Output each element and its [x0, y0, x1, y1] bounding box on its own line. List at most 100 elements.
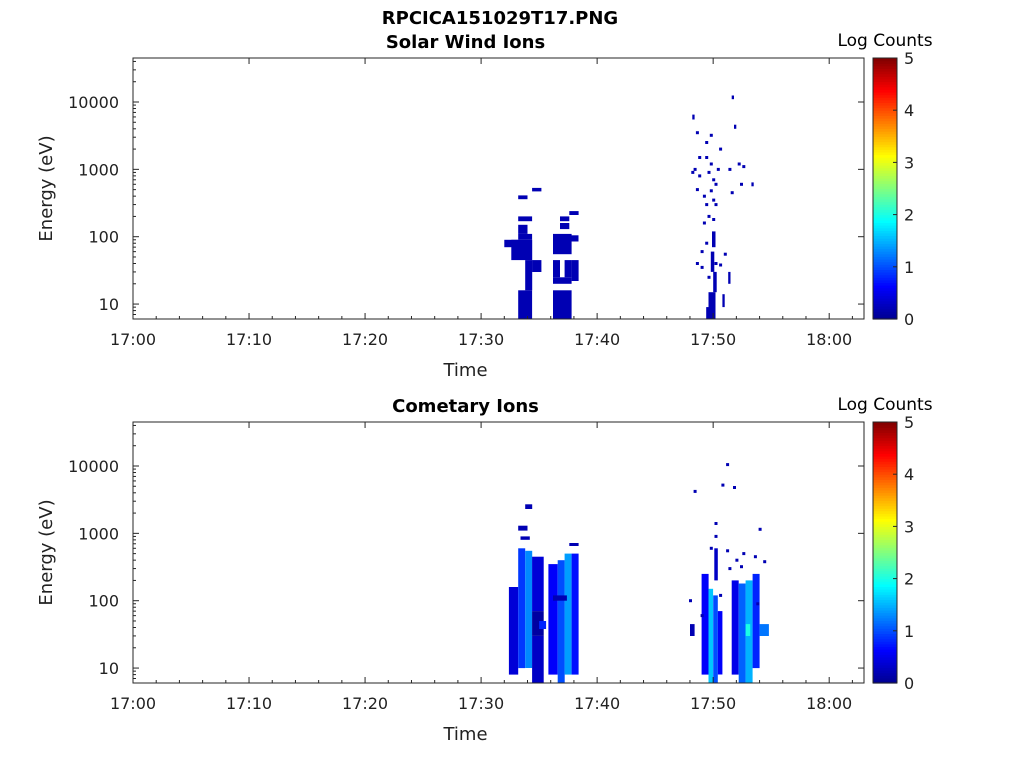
- colorbar-segment: [873, 214, 897, 218]
- heatmap-cell: [722, 294, 725, 308]
- heatmap-cell: [564, 553, 572, 675]
- heatmap-point: [756, 602, 760, 606]
- colorbar-segment: [873, 277, 897, 281]
- colorbar-segment: [873, 636, 897, 640]
- heatmap-point: [707, 214, 711, 218]
- colorbar-segment: [873, 167, 897, 171]
- heatmap-point: [726, 463, 730, 467]
- colorbar-segment: [873, 123, 897, 127]
- colorbar-segment: [873, 313, 897, 317]
- heatmap-point: [712, 178, 716, 182]
- heatmap-cell: [569, 211, 579, 215]
- colorbar-segment: [873, 675, 897, 679]
- colorbar-segment: [873, 625, 897, 629]
- colorbar-segment: [873, 279, 897, 284]
- colorbar-segment: [873, 437, 897, 441]
- x-tick-label: 17:50: [690, 330, 736, 349]
- colorbar-segment: [873, 589, 897, 593]
- heatmap-cell: [553, 277, 572, 284]
- colorbar-segment: [873, 73, 897, 77]
- colorbar-segment: [873, 628, 897, 632]
- heatmap-point: [740, 182, 743, 186]
- heatmap-cell: [539, 621, 547, 629]
- heatmap-point: [714, 262, 718, 265]
- heatmap-point: [735, 558, 739, 562]
- heatmap-point: [716, 167, 720, 171]
- heatmap-cell: [569, 543, 579, 546]
- x-tick-label: 17:00: [110, 694, 156, 713]
- colorbar-segment: [873, 568, 897, 572]
- heatmap-cell: [518, 525, 528, 531]
- colorbar-segment: [873, 570, 897, 574]
- colorbar-tick-label: 1: [904, 622, 914, 641]
- colorbar-segment: [873, 146, 897, 150]
- colorbar-segment: [873, 497, 897, 501]
- heatmap-cell: [713, 271, 717, 293]
- heatmap-point: [705, 203, 709, 207]
- heatmap-cell: [710, 251, 715, 272]
- heatmap-cell: [713, 595, 718, 683]
- colorbar-segment: [873, 429, 897, 434]
- colorbar-segment: [873, 672, 897, 676]
- colorbar-segment: [873, 63, 897, 67]
- colorbar-segment: [873, 542, 897, 546]
- colorbar-segment: [873, 272, 897, 276]
- colorbar-segment: [873, 633, 897, 637]
- heatmap-point: [705, 241, 709, 245]
- heatmap-cell: [738, 583, 746, 683]
- colorbar-segment: [873, 110, 897, 114]
- x-tick-label: 17:20: [342, 330, 388, 349]
- figure-title: RPCICA151029T17.PNG: [382, 8, 618, 29]
- x-tick-label: 18:00: [806, 330, 852, 349]
- heatmap-cell: [562, 235, 579, 242]
- colorbar-segment: [873, 204, 897, 208]
- heatmap-point: [728, 567, 732, 571]
- heatmap-cell: [553, 595, 567, 601]
- heatmap-cell: [518, 195, 528, 200]
- heatmap-cell: [525, 504, 533, 509]
- colorbar-segment: [873, 458, 897, 462]
- y-tick-label: 10: [99, 659, 119, 678]
- heatmap-point: [709, 189, 713, 193]
- colorbar-segment: [873, 240, 897, 244]
- colorbar-segment: [873, 474, 897, 478]
- colorbar-segment: [873, 562, 897, 567]
- heatmap-point: [705, 141, 709, 144]
- colorbar-segment: [873, 450, 897, 454]
- colorbar-segment: [873, 206, 897, 210]
- heatmap-point: [707, 275, 711, 279]
- colorbar-segment: [873, 622, 897, 627]
- heatmap-cell: [708, 588, 714, 683]
- heatmap-cell: [731, 580, 739, 675]
- colorbar-segment: [873, 513, 897, 517]
- colorbar-segment: [873, 219, 897, 224]
- colorbar-segment: [873, 620, 897, 624]
- heatmap-point: [712, 218, 716, 221]
- colorbar-segment: [873, 547, 897, 551]
- colorbar-segment: [873, 508, 897, 512]
- heatmap-point: [742, 552, 746, 556]
- colorbar-segment: [873, 238, 897, 242]
- colorbar-segment: [873, 104, 897, 109]
- colorbar-segment: [873, 667, 897, 671]
- y-tick-label: 1000: [78, 524, 119, 543]
- colorbar-segment: [873, 680, 897, 684]
- heatmap-cell: [692, 114, 695, 120]
- colorbar-segment: [873, 487, 897, 491]
- heatmap-point: [691, 170, 695, 174]
- colorbar-segment: [873, 578, 897, 582]
- colorbar-segment: [873, 482, 897, 486]
- colorbar-segment: [873, 615, 897, 619]
- colorbar-segment: [873, 531, 897, 535]
- colorbar-segment: [873, 643, 897, 648]
- y-tick-label: 100: [88, 228, 119, 247]
- colorbar-segment: [873, 521, 897, 525]
- colorbar-segment: [873, 479, 897, 483]
- heatmap-point: [714, 182, 718, 186]
- colorbar-segment: [873, 463, 897, 467]
- colorbar-segment: [873, 162, 897, 166]
- colorbar-segment: [873, 287, 897, 291]
- heatmap-cell: [714, 548, 718, 581]
- heatmap-cell: [690, 624, 695, 636]
